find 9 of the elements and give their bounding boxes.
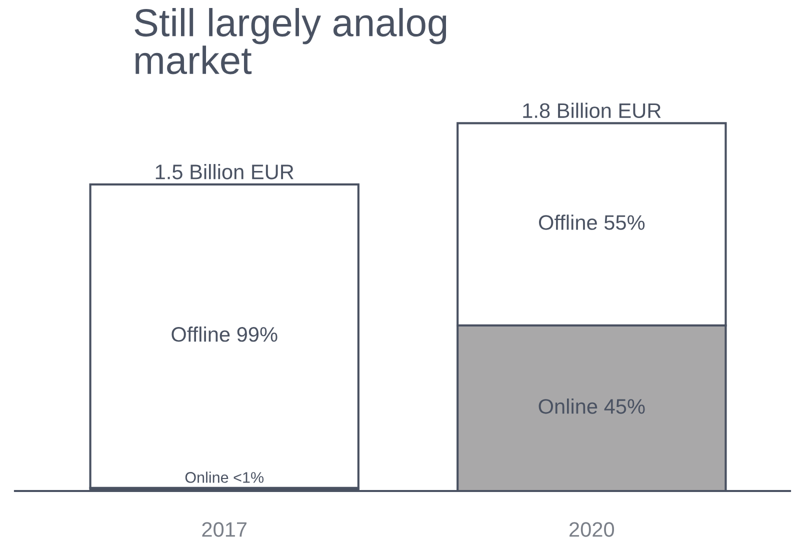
total-label: 1.8 Billion EUR [523, 102, 661, 118]
data-label: Offline 99% [172, 326, 278, 342]
data-label: Online <1% [185, 472, 264, 483]
x-tick-label: 2020 [570, 522, 614, 537]
data-label: Online 45% [538, 398, 645, 414]
data-label: Offline 55% [538, 214, 645, 230]
x-tick-label: 2017 [202, 522, 246, 537]
total-label: 1.5 Billion EUR [156, 164, 294, 180]
chart-title: Still largely analog market [134, 8, 446, 74]
